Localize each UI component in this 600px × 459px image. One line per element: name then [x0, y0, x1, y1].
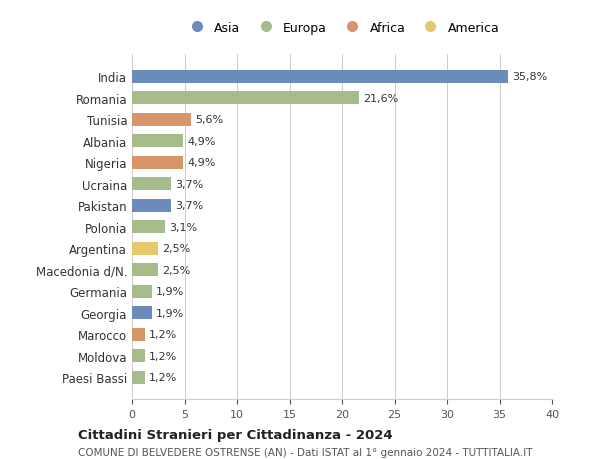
Bar — [132, 285, 152, 298]
Text: 1,2%: 1,2% — [149, 372, 177, 382]
Text: 2,5%: 2,5% — [163, 244, 191, 254]
Text: COMUNE DI BELVEDERE OSTRENSE (AN) - Dati ISTAT al 1° gennaio 2024 - TUTTITALIA.I: COMUNE DI BELVEDERE OSTRENSE (AN) - Dati… — [78, 447, 533, 457]
Text: 1,2%: 1,2% — [149, 351, 177, 361]
Bar — [132, 157, 184, 169]
Text: Cittadini Stranieri per Cittadinanza - 2024: Cittadini Stranieri per Cittadinanza - 2… — [78, 428, 392, 441]
Bar — [132, 135, 184, 148]
Bar — [132, 263, 158, 276]
Text: 1,9%: 1,9% — [156, 286, 184, 297]
Text: 1,2%: 1,2% — [149, 330, 177, 339]
Text: 4,9%: 4,9% — [188, 136, 216, 146]
Text: 35,8%: 35,8% — [512, 72, 547, 82]
Bar — [132, 71, 508, 84]
Bar — [132, 221, 164, 234]
Text: 3,1%: 3,1% — [169, 222, 197, 232]
Text: 3,7%: 3,7% — [175, 201, 203, 211]
Bar — [132, 178, 171, 191]
Bar — [132, 199, 171, 212]
Text: 21,6%: 21,6% — [363, 94, 398, 104]
Text: 3,7%: 3,7% — [175, 179, 203, 189]
Bar — [132, 371, 145, 384]
Bar — [132, 113, 191, 127]
Bar — [132, 242, 158, 255]
Text: 4,9%: 4,9% — [188, 158, 216, 168]
Text: 2,5%: 2,5% — [163, 265, 191, 275]
Bar — [132, 307, 152, 319]
Bar — [132, 349, 145, 362]
Text: 1,9%: 1,9% — [156, 308, 184, 318]
Bar — [132, 92, 359, 105]
Legend: Asia, Europa, Africa, America: Asia, Europa, Africa, America — [179, 17, 505, 39]
Text: 5,6%: 5,6% — [195, 115, 223, 125]
Bar — [132, 328, 145, 341]
